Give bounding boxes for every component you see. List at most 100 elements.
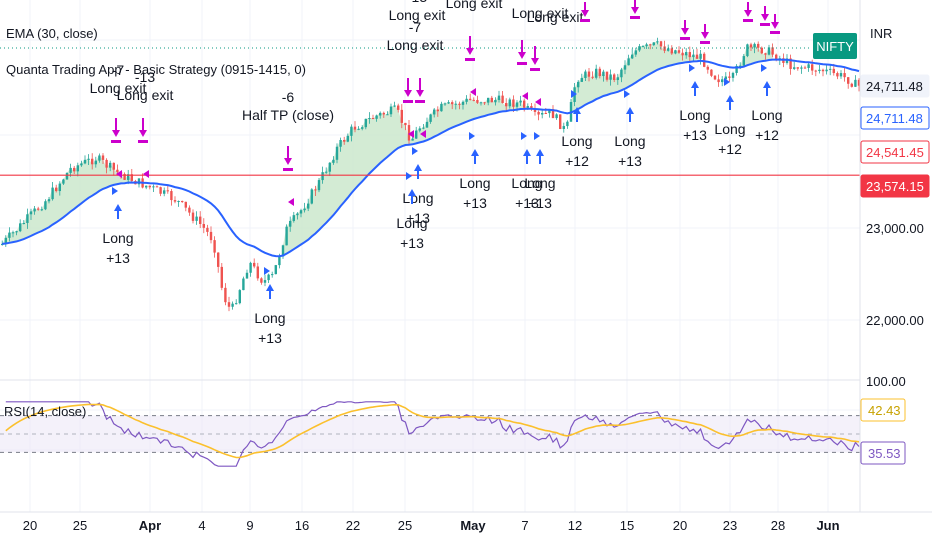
candle-body <box>382 112 385 115</box>
candle-body <box>764 53 767 55</box>
candle-body <box>289 220 292 227</box>
entry-arrow-head <box>573 107 581 114</box>
currency-label: INR <box>870 26 892 41</box>
candle-body <box>271 274 274 276</box>
exit-bar <box>415 100 425 103</box>
time-axis[interactable]: 20 25 Apr 4 9 16 22 25 May 7 12 15 20 23 28 Jun <box>0 511 932 533</box>
candle-body <box>317 180 321 191</box>
exit-marker <box>408 130 414 138</box>
candle-body <box>721 79 724 83</box>
candle-body <box>443 103 447 105</box>
candle-body <box>152 186 155 188</box>
exit-marker <box>143 170 149 178</box>
candle-body <box>296 213 299 216</box>
candle-body <box>112 162 115 170</box>
candle-body <box>310 189 313 204</box>
entry-pnl: +12 <box>755 127 779 143</box>
time-tick-label: 22 <box>346 518 360 533</box>
candle-body <box>91 158 94 165</box>
candle-body <box>73 167 76 172</box>
entry-pnl: +12 <box>565 153 589 169</box>
candle-body <box>425 121 429 128</box>
trade-signals: Long+13Long+13Long+13Long+13Long+13Long+… <box>90 0 783 346</box>
candle-body <box>440 103 443 112</box>
candle-body <box>170 191 173 201</box>
candle-body <box>19 223 22 232</box>
candle-body <box>494 99 497 103</box>
ema-fill-segment <box>736 43 773 68</box>
time-tick-label: 12 <box>568 518 582 533</box>
candle-body <box>397 105 400 110</box>
candle-body <box>685 52 688 56</box>
ema-fill-segment <box>2 155 132 244</box>
candle-body <box>94 160 97 165</box>
exit-arrow-head <box>466 48 474 55</box>
candle-body <box>566 121 569 127</box>
candle-body <box>836 73 839 77</box>
candle-body <box>803 67 807 69</box>
candle-body <box>555 114 558 119</box>
indicator-label-rsi[interactable]: RSI(14, close) <box>4 404 86 419</box>
candle-body <box>559 114 562 129</box>
candle-body <box>83 159 87 164</box>
candle-body <box>677 50 681 53</box>
candle-body <box>663 46 666 51</box>
rsi-tick-100: 100.00 <box>866 374 906 389</box>
candle-body <box>458 103 461 105</box>
exit-arrow-head <box>631 7 639 14</box>
candle-body <box>364 118 367 128</box>
indicator-label-strategy[interactable]: Quanta Trading App - Basic Strategy (091… <box>6 62 306 77</box>
price-ticks: 23,000.00 22,000.00 <box>866 221 924 328</box>
candle-body <box>299 210 303 214</box>
candle-body <box>724 76 727 80</box>
entry-marker <box>724 78 730 86</box>
candle-body <box>753 43 756 48</box>
entry-pnl: +13 <box>106 250 130 266</box>
candle-body <box>512 99 515 107</box>
entry-pnl: +13 <box>683 127 707 143</box>
candle-body <box>371 118 375 120</box>
exit-arrow-head <box>701 32 709 39</box>
candle-body <box>339 139 342 147</box>
candle-body <box>595 68 598 78</box>
rsi-line <box>5 401 860 467</box>
candle-body <box>173 200 177 202</box>
candle-body <box>713 75 717 80</box>
candle-body <box>350 126 353 136</box>
entry-marker <box>406 172 412 180</box>
candle-body <box>415 130 418 139</box>
candle-body <box>33 208 36 212</box>
entry-pnl: +13 <box>406 210 430 226</box>
time-tick-label: Apr <box>139 518 161 533</box>
candle-body <box>256 266 259 279</box>
candle-body <box>735 65 738 73</box>
symbol-badge[interactable] <box>813 33 857 59</box>
candle-body <box>807 64 810 68</box>
candles <box>1 37 861 312</box>
candle-body <box>674 50 677 54</box>
candle-body <box>692 54 695 58</box>
entry-label: Long <box>511 175 542 191</box>
candle-body <box>101 155 105 160</box>
candle-body <box>530 106 533 110</box>
candle-body <box>591 76 594 78</box>
exit-label: Long exit <box>446 0 503 11</box>
candle-body <box>15 231 18 233</box>
time-tick-label: Jun <box>816 518 839 533</box>
candle-body <box>627 58 630 66</box>
candle-body <box>29 211 33 215</box>
candle-body <box>62 179 65 184</box>
indicator-label-ema[interactable]: EMA (30, close) <box>6 26 98 41</box>
rsi-tag-label: 35.53 <box>868 446 901 461</box>
candle-body <box>587 71 591 77</box>
candle-body <box>544 113 547 115</box>
candle-body <box>188 207 191 213</box>
candle-body <box>220 266 223 288</box>
candle-body <box>602 71 605 77</box>
candle-body <box>796 67 799 69</box>
exit-bar <box>743 19 753 22</box>
